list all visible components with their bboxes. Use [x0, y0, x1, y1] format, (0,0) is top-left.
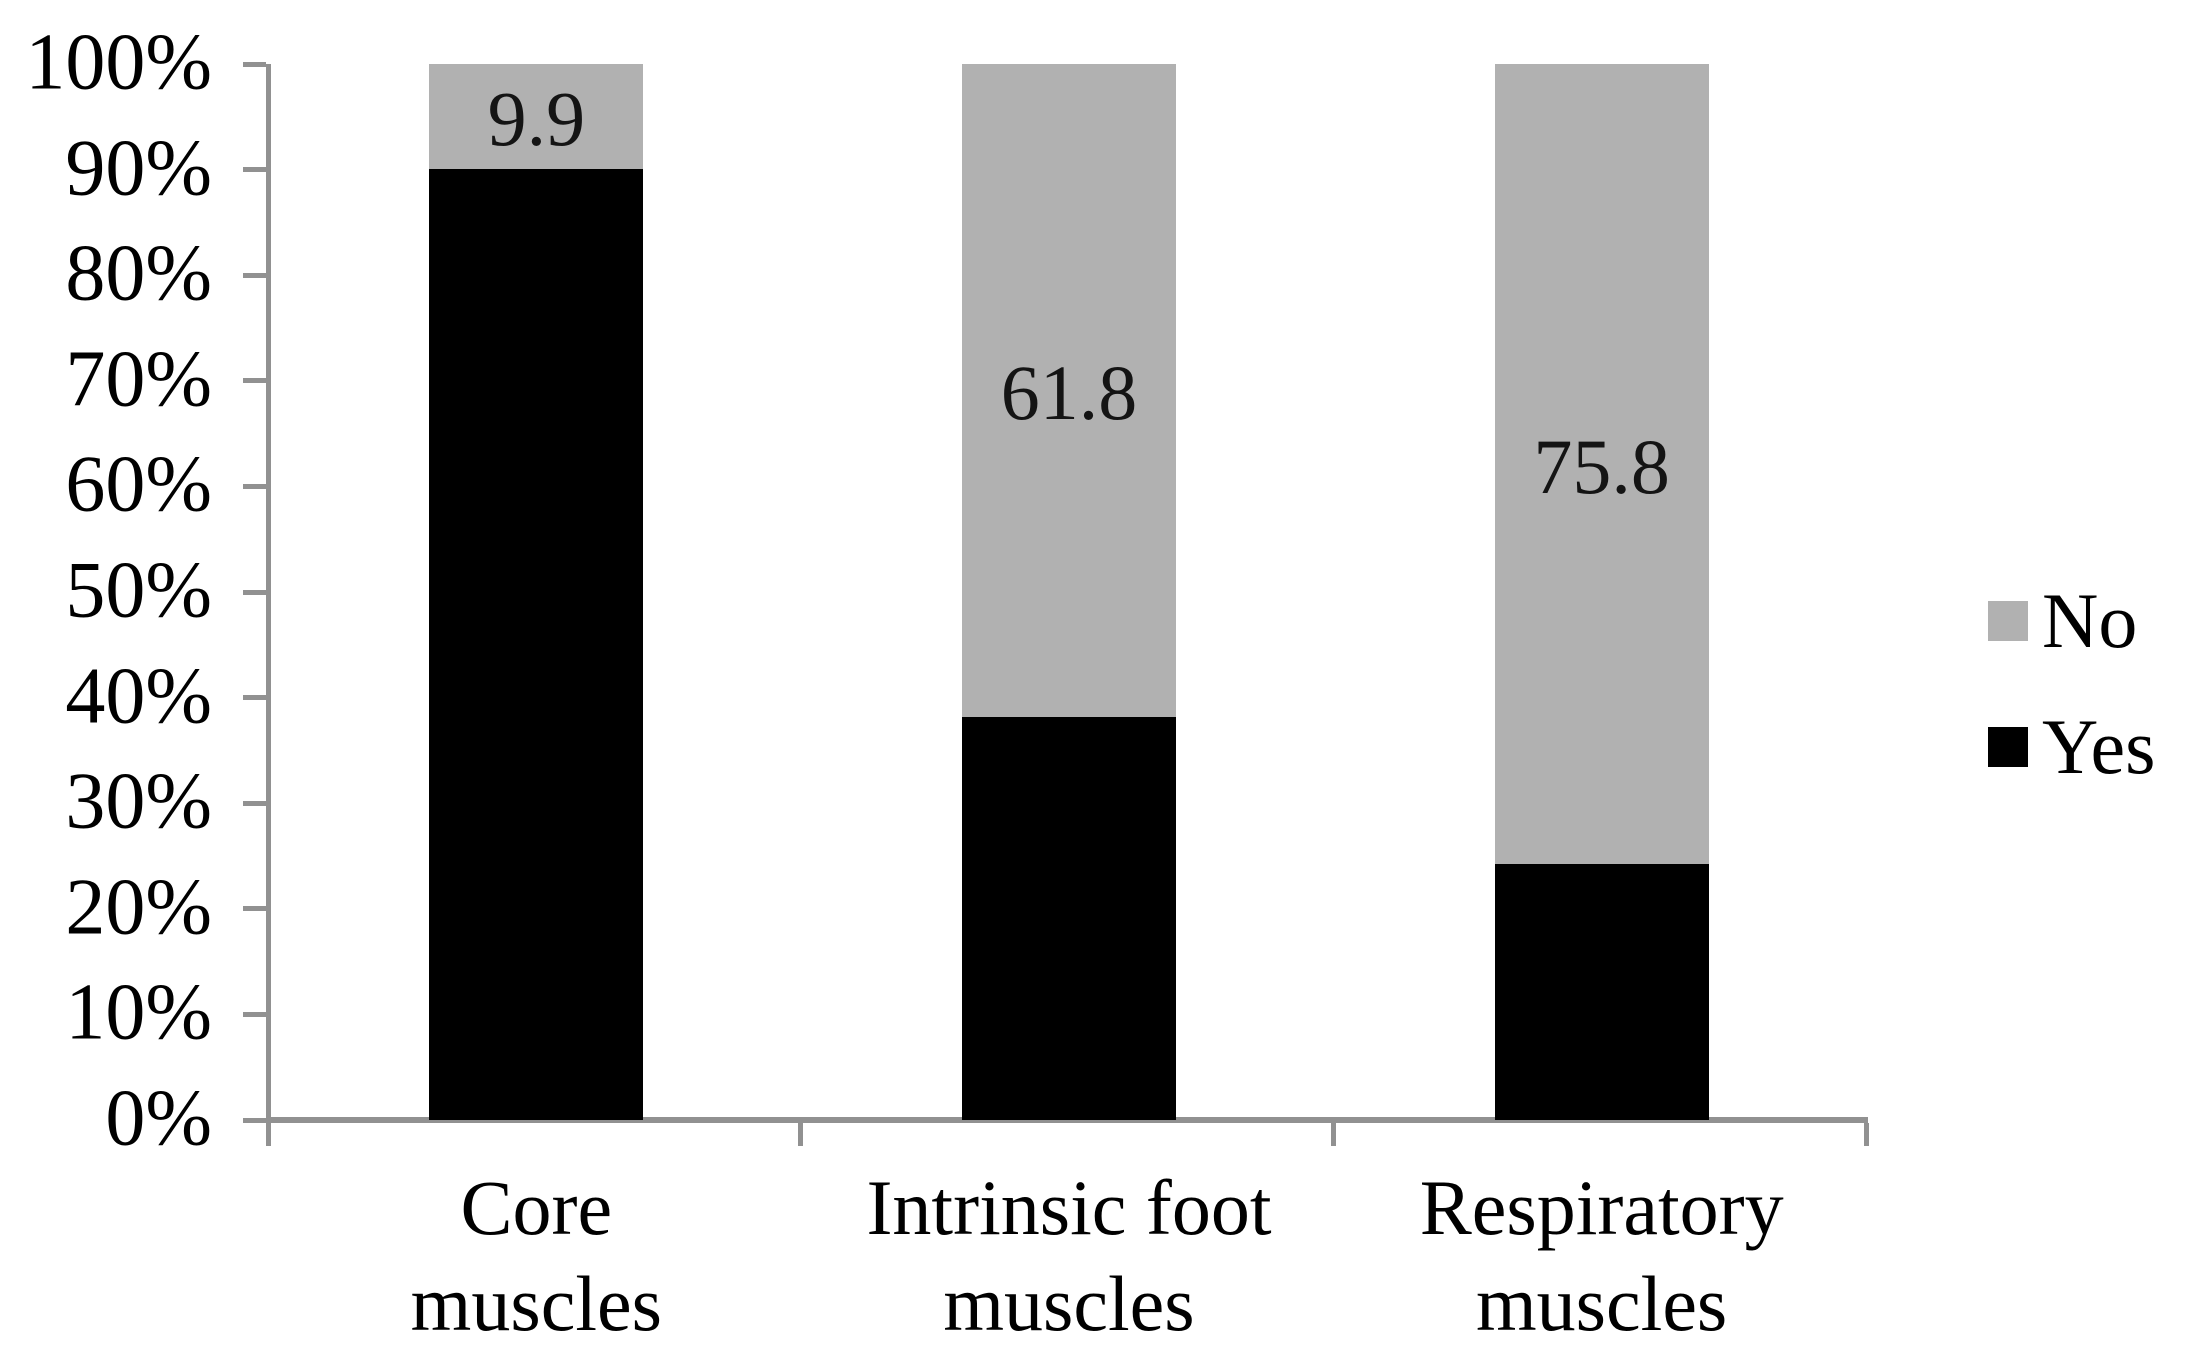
legend-item-yes: Yes: [1988, 707, 2156, 787]
legend-swatch-no-icon: [1988, 601, 2028, 641]
x-tick-mark: [798, 1123, 804, 1146]
y-tick-label-50pct: 50%: [65, 546, 212, 635]
x-axis-line: [266, 1117, 1868, 1123]
x-category-label-line: muscles: [943, 1260, 1195, 1347]
y-tick-mark: [243, 483, 266, 489]
x-tick-mark: [1863, 1123, 1869, 1146]
legend-label-no: No: [2042, 577, 2138, 664]
y-tick-label-100pct: 100%: [25, 18, 212, 107]
legend-swatch-yes-icon: [1988, 727, 2028, 767]
bar-segment-no-core-muscles: [429, 64, 644, 169]
x-category-label-intrinsic-foot-muscles: Intrinsic foot muscles: [759, 1160, 1379, 1352]
y-tick-label-30pct: 30%: [65, 757, 212, 846]
x-tick-mark: [265, 1123, 271, 1146]
y-tick-label-80pct: 80%: [65, 229, 212, 318]
y-tick-mark: [243, 378, 266, 384]
y-tick-mark: [243, 1011, 266, 1017]
bar-segment-no-respiratory-muscles: [1494, 64, 1709, 865]
legend-label-yes: Yes: [2042, 703, 2156, 790]
data-label-respiratory-muscles: 75.8: [1533, 423, 1670, 511]
y-tick-label-10pct: 10%: [65, 968, 212, 1057]
bar-segment-yes-intrinsic-foot-muscles: [962, 716, 1176, 1120]
data-label-intrinsic-foot-muscles: 61.8: [1000, 349, 1138, 437]
bar-segment-yes-core-muscles: [429, 168, 644, 1120]
y-tick-label-90pct: 90%: [65, 123, 212, 212]
x-category-label-line: Core: [460, 1164, 613, 1251]
y-tick-mark: [243, 61, 266, 67]
y-tick-mark: [243, 1117, 266, 1123]
legend-item-no: No: [1988, 581, 2137, 661]
y-tick-label-60pct: 60%: [65, 440, 212, 529]
y-tick-mark: [243, 272, 266, 278]
y-tick-mark: [243, 800, 266, 806]
x-category-label-line: muscles: [1476, 1260, 1728, 1347]
y-tick-label-20pct: 20%: [65, 863, 212, 952]
y-tick-label-70pct: 70%: [65, 335, 212, 424]
y-tick-mark: [243, 167, 266, 173]
x-tick-mark: [1330, 1123, 1336, 1146]
x-category-label-line: Respiratory: [1419, 1164, 1784, 1251]
x-category-label-line: muscles: [410, 1260, 662, 1347]
x-category-label-core-muscles: Core muscles: [226, 1160, 846, 1352]
y-tick-label-0pct: 0%: [105, 1074, 212, 1163]
y-tick-mark: [243, 589, 266, 595]
x-category-label-respiratory-muscles: Respiratory muscles: [1292, 1160, 1912, 1352]
y-axis-line: [266, 64, 271, 1146]
bar-segment-no-intrinsic-foot-muscles: [962, 64, 1176, 717]
y-tick-mark: [243, 906, 266, 912]
x-category-label-line: Intrinsic foot: [866, 1164, 1272, 1251]
y-tick-mark: [243, 695, 266, 701]
data-label-core-muscles: 9.9: [487, 75, 586, 163]
bar-segment-yes-respiratory-muscles: [1494, 864, 1709, 1120]
y-tick-label-40pct: 40%: [65, 651, 212, 740]
